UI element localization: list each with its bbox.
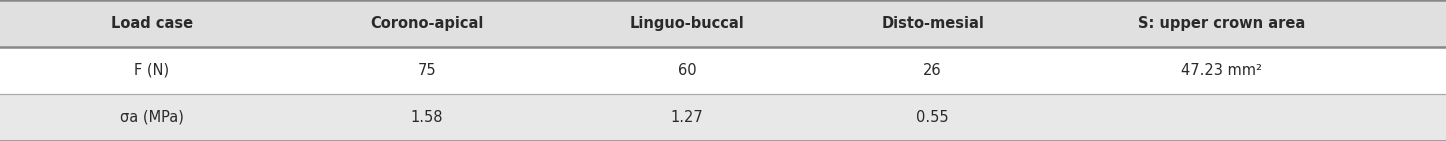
- Text: 1.27: 1.27: [671, 110, 703, 125]
- Text: S: upper crown area: S: upper crown area: [1138, 16, 1306, 31]
- Text: 47.23 mm²: 47.23 mm²: [1181, 63, 1262, 78]
- Bar: [0, 94, 1446, 141]
- Bar: [0, 0, 1446, 47]
- Text: 26: 26: [924, 63, 941, 78]
- Text: Load case: Load case: [111, 16, 192, 31]
- Text: Disto-mesial: Disto-mesial: [881, 16, 985, 31]
- Text: Corono-apical: Corono-apical: [370, 16, 483, 31]
- Bar: [0, 47, 1446, 94]
- Text: σa (MPa): σa (MPa): [120, 110, 184, 125]
- Text: 0.55: 0.55: [917, 110, 949, 125]
- Text: 1.58: 1.58: [411, 110, 442, 125]
- Text: F (N): F (N): [134, 63, 169, 78]
- Text: 75: 75: [418, 63, 435, 78]
- Text: 60: 60: [678, 63, 696, 78]
- Text: Linguo-buccal: Linguo-buccal: [629, 16, 745, 31]
